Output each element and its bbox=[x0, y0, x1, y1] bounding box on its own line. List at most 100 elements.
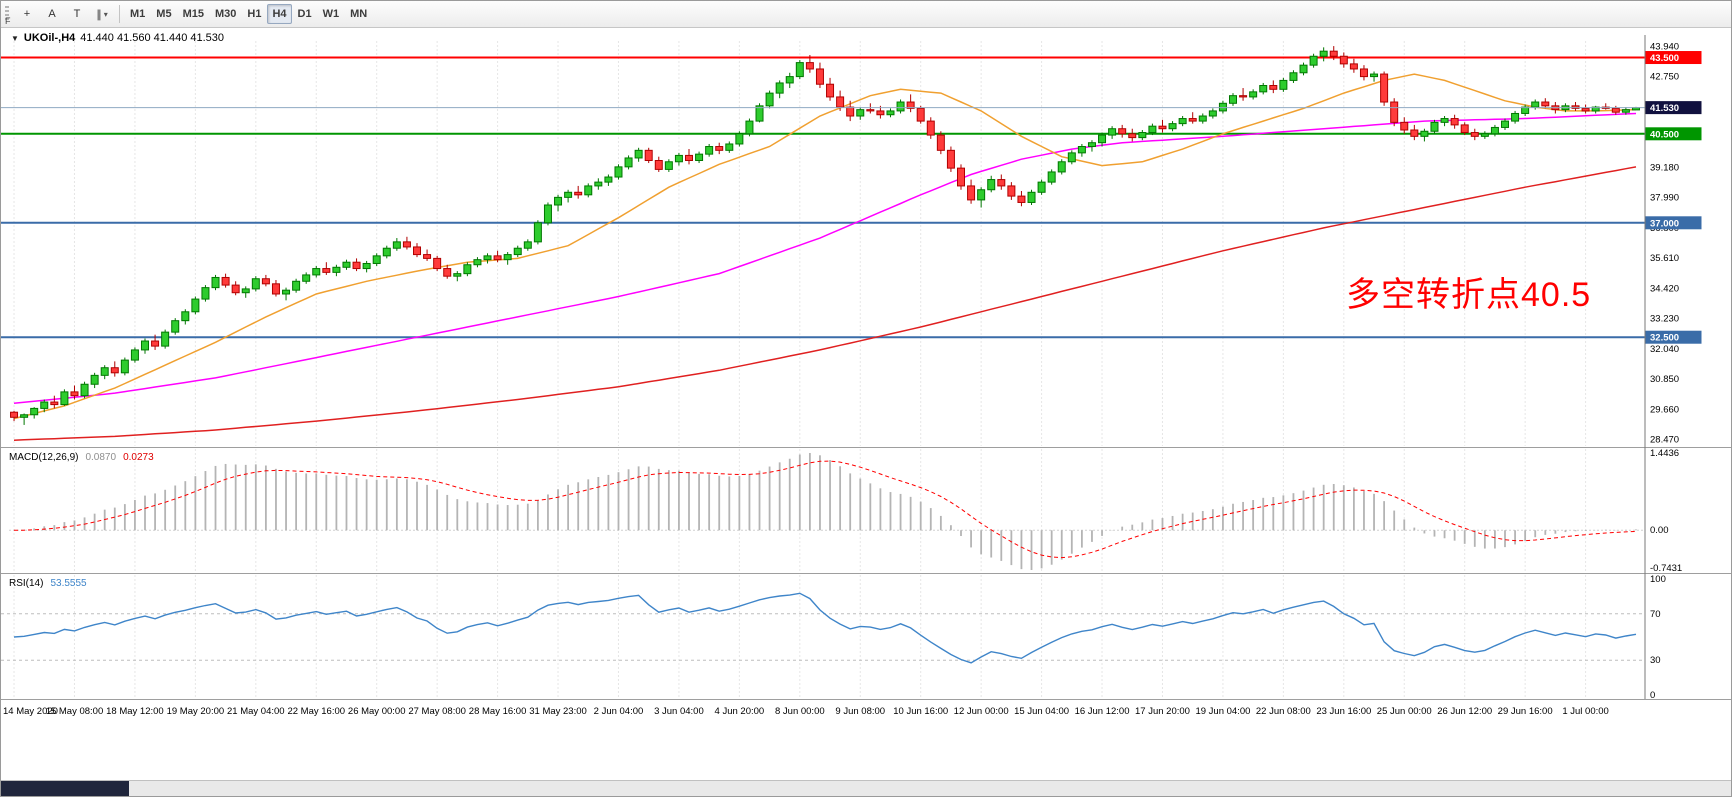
timeframe-h4[interactable]: H4 bbox=[267, 4, 292, 24]
timeframe-m30[interactable]: M30 bbox=[210, 4, 241, 24]
ohlc-values: 41.440 41.560 41.440 41.530 bbox=[80, 32, 225, 44]
svg-text:37.000: 37.000 bbox=[1650, 218, 1679, 229]
price-badge-41.530: 41.530 bbox=[1645, 101, 1702, 115]
svg-text:70: 70 bbox=[1650, 609, 1661, 620]
rsi-name: RSI(14) bbox=[9, 578, 44, 589]
price-badge-37.000: 37.000 bbox=[1645, 216, 1702, 230]
svg-text:9 Jun 08:00: 9 Jun 08:00 bbox=[835, 706, 885, 717]
macd-value-signal: 0.0273 bbox=[123, 452, 154, 463]
timeframe-buttons: M1 M5 M15 M30 H1 H4 D1 W1 MN bbox=[125, 4, 372, 24]
price-badge-43.500: 43.500 bbox=[1645, 51, 1702, 65]
timeframe-mn[interactable]: MN bbox=[345, 4, 372, 24]
grid-lines bbox=[13, 41, 1587, 698]
chevron-down-icon: ▾ bbox=[103, 9, 108, 19]
svg-text:22 May 16:00: 22 May 16:00 bbox=[287, 706, 345, 717]
svg-text:1.4436: 1.4436 bbox=[1650, 448, 1679, 459]
svg-text:17 Jun 20:00: 17 Jun 20:00 bbox=[1135, 706, 1190, 717]
timeframe-d1[interactable]: D1 bbox=[293, 4, 317, 24]
macd-histogram bbox=[23, 453, 1637, 570]
symbol-title: UKOil-,H4 bbox=[23, 32, 76, 44]
macd-signal-line bbox=[14, 460, 1637, 559]
ma-medium-line bbox=[13, 112, 1637, 405]
svg-text:34.420: 34.420 bbox=[1650, 283, 1679, 294]
ma-fast-line bbox=[13, 73, 1637, 420]
svg-text:4 Jun 20:00: 4 Jun 20:00 bbox=[715, 706, 765, 717]
macd-value-main: 0.0870 bbox=[85, 452, 117, 463]
arrow-tool-icon[interactable]: T bbox=[65, 4, 89, 24]
svg-text:35.610: 35.610 bbox=[1650, 253, 1679, 264]
svg-text:30.850: 30.850 bbox=[1650, 374, 1679, 385]
bottom-strip bbox=[1, 780, 1731, 796]
svg-text:18 May 12:00: 18 May 12:00 bbox=[106, 706, 164, 717]
price-badge-40.500: 40.500 bbox=[1645, 127, 1702, 141]
price-badge-32.500: 32.500 bbox=[1645, 330, 1702, 344]
svg-text:19 Jun 04:00: 19 Jun 04:00 bbox=[1195, 706, 1250, 717]
svg-text:40.500: 40.500 bbox=[1650, 129, 1679, 140]
svg-text:-0.7431: -0.7431 bbox=[1650, 563, 1682, 574]
chart-canvas[interactable]: 43.94042.75041.56040.37039.18037.99036.8… bbox=[1, 27, 1732, 797]
svg-text:19 May 20:00: 19 May 20:00 bbox=[167, 706, 225, 717]
svg-text:25 Jun 00:00: 25 Jun 00:00 bbox=[1377, 706, 1432, 717]
toolbar-separator bbox=[119, 5, 120, 23]
svg-text:1 Jul 00:00: 1 Jul 00:00 bbox=[1562, 706, 1608, 717]
svg-text:37.990: 37.990 bbox=[1650, 193, 1679, 204]
macd-name: MACD(12,26,9) bbox=[9, 452, 79, 463]
svg-text:30: 30 bbox=[1650, 655, 1661, 666]
svg-text:29 Jun 16:00: 29 Jun 16:00 bbox=[1498, 706, 1553, 717]
ma-slow-line bbox=[13, 166, 1637, 441]
svg-text:10 Jun 16:00: 10 Jun 16:00 bbox=[893, 706, 948, 717]
svg-text:26 May 00:00: 26 May 00:00 bbox=[348, 706, 406, 717]
svg-text:28.470: 28.470 bbox=[1650, 435, 1679, 446]
rsi-value: 53.5555 bbox=[50, 578, 87, 589]
svg-text:14 May 2020: 14 May 2020 bbox=[3, 706, 58, 717]
symbol-dropdown-icon[interactable]: ▼ bbox=[11, 33, 19, 43]
svg-text:100: 100 bbox=[1650, 574, 1666, 585]
text-label-icon[interactable]: A bbox=[40, 4, 64, 24]
svg-text:15 Jun 04:00: 15 Jun 04:00 bbox=[1014, 706, 1069, 717]
rsi-label: RSI(14) 53.5555 bbox=[9, 578, 87, 589]
svg-text:39.180: 39.180 bbox=[1650, 162, 1679, 173]
chart-header: ▼ UKOil-,H4 41.440 41.560 41.440 41.530 bbox=[11, 32, 224, 44]
macd-label: MACD(12,26,9) 0.0870 0.0273 bbox=[9, 452, 154, 463]
svg-text:2 Jun 04:00: 2 Jun 04:00 bbox=[594, 706, 644, 717]
crosshair-icon[interactable]: + bbox=[15, 4, 39, 24]
svg-text:26 Jun 12:00: 26 Jun 12:00 bbox=[1437, 706, 1492, 717]
rsi-levels bbox=[1, 613, 1645, 661]
timeframe-m5[interactable]: M5 bbox=[151, 4, 176, 24]
timeframe-w1[interactable]: W1 bbox=[318, 4, 345, 24]
horizontal-levels[interactable] bbox=[1, 56, 1645, 339]
svg-text:23 Jun 16:00: 23 Jun 16:00 bbox=[1316, 706, 1371, 717]
svg-text:43.500: 43.500 bbox=[1650, 53, 1679, 64]
svg-text:32.500: 32.500 bbox=[1650, 333, 1679, 344]
svg-text:29.660: 29.660 bbox=[1650, 404, 1679, 415]
svg-text:8 Jun 00:00: 8 Jun 00:00 bbox=[775, 706, 825, 717]
svg-text:41.530: 41.530 bbox=[1650, 103, 1679, 114]
timeframe-m15[interactable]: M15 bbox=[178, 4, 209, 24]
svg-text:22 Jun 08:00: 22 Jun 08:00 bbox=[1256, 706, 1311, 717]
svg-text:16 Jun 12:00: 16 Jun 12:00 bbox=[1075, 706, 1130, 717]
chart-area[interactable]: 43.94042.75041.56040.37039.18037.99036.8… bbox=[1, 27, 1732, 797]
chart-annotation[interactable]: 多空转折点40.5 bbox=[1346, 276, 1592, 314]
tool-buttons: + A T ∥ ▾ bbox=[15, 4, 114, 24]
line-studies-icon[interactable]: ∥ ▾ bbox=[90, 4, 114, 24]
svg-text:43.940: 43.940 bbox=[1650, 41, 1679, 52]
svg-text:31 May 23:00: 31 May 23:00 bbox=[529, 706, 587, 717]
timeframe-m1[interactable]: M1 bbox=[125, 4, 150, 24]
svg-text:28 May 16:00: 28 May 16:00 bbox=[469, 706, 527, 717]
svg-text:12 Jun 00:00: 12 Jun 00:00 bbox=[954, 706, 1009, 717]
taskbar-fragment[interactable] bbox=[1, 781, 129, 796]
toolbar-grip[interactable] bbox=[5, 6, 9, 22]
svg-text:0.00: 0.00 bbox=[1650, 525, 1669, 536]
svg-text:3 Jun 04:00: 3 Jun 04:00 bbox=[654, 706, 704, 717]
timeframe-h1[interactable]: H1 bbox=[242, 4, 266, 24]
svg-text:32.040: 32.040 bbox=[1650, 344, 1679, 355]
svg-text:21 May 04:00: 21 May 04:00 bbox=[227, 706, 285, 717]
svg-text:15 May 08:00: 15 May 08:00 bbox=[46, 706, 104, 717]
svg-text:27 May 08:00: 27 May 08:00 bbox=[408, 706, 466, 717]
svg-text:33.230: 33.230 bbox=[1650, 314, 1679, 325]
toolbar: + A T ∥ ▾ M1 M5 M15 M30 H1 H4 D1 W1 MN bbox=[1, 1, 1731, 28]
svg-text:42.750: 42.750 bbox=[1650, 72, 1679, 83]
rsi-line bbox=[13, 592, 1637, 664]
